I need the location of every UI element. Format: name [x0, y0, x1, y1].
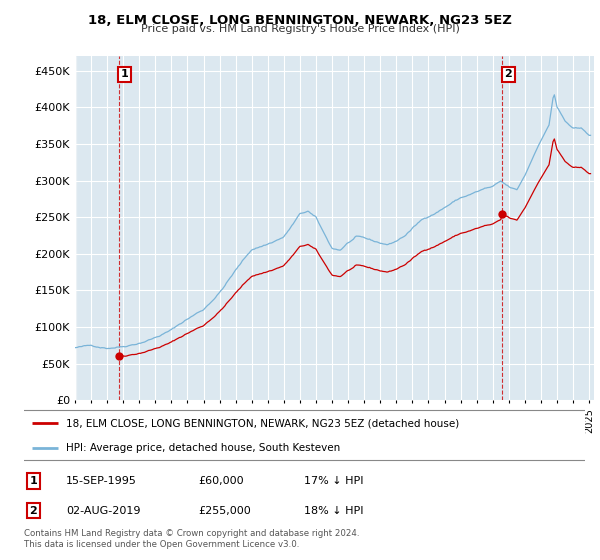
- Text: Contains HM Land Registry data © Crown copyright and database right 2024.
This d: Contains HM Land Registry data © Crown c…: [24, 529, 359, 549]
- Text: 17% ↓ HPI: 17% ↓ HPI: [305, 476, 364, 486]
- Text: Price paid vs. HM Land Registry's House Price Index (HPI): Price paid vs. HM Land Registry's House …: [140, 24, 460, 34]
- Text: 2: 2: [505, 69, 512, 80]
- Text: 18, ELM CLOSE, LONG BENNINGTON, NEWARK, NG23 5EZ (detached house): 18, ELM CLOSE, LONG BENNINGTON, NEWARK, …: [66, 418, 460, 428]
- Text: £255,000: £255,000: [198, 506, 251, 516]
- Text: £60,000: £60,000: [198, 476, 244, 486]
- Text: 1: 1: [121, 69, 129, 80]
- Text: 2: 2: [29, 506, 37, 516]
- Text: 15-SEP-1995: 15-SEP-1995: [66, 476, 137, 486]
- FancyBboxPatch shape: [21, 410, 587, 460]
- Text: HPI: Average price, detached house, South Kesteven: HPI: Average price, detached house, Sout…: [66, 442, 340, 452]
- Text: 18, ELM CLOSE, LONG BENNINGTON, NEWARK, NG23 5EZ: 18, ELM CLOSE, LONG BENNINGTON, NEWARK, …: [88, 14, 512, 27]
- Text: 18% ↓ HPI: 18% ↓ HPI: [305, 506, 364, 516]
- Bar: [75, 56, 76, 400]
- Text: 02-AUG-2019: 02-AUG-2019: [66, 506, 140, 516]
- Text: 1: 1: [29, 476, 37, 486]
